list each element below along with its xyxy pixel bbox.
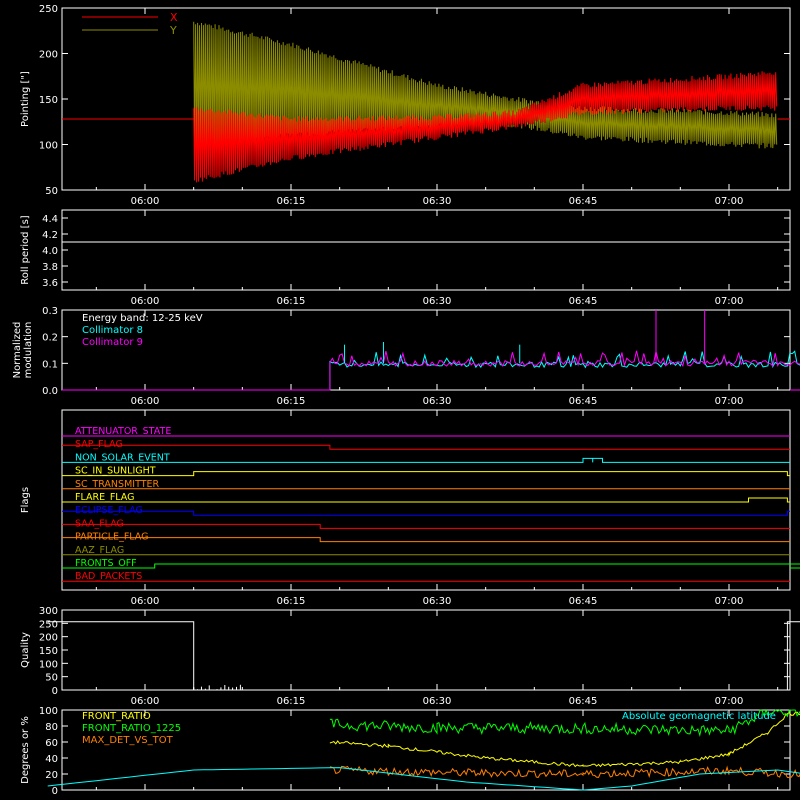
y-tick-label: 0.0	[42, 386, 58, 397]
y-tick-label: 4.0	[42, 246, 58, 257]
y-tick-label: 50	[45, 186, 58, 197]
panel-frame	[61, 209, 791, 291]
x-tick-label: 06:30	[423, 196, 452, 207]
x-tick-label: 06:00	[131, 396, 160, 407]
y-axis-label: Pointing ["]	[20, 71, 31, 127]
flag-line	[62, 444, 790, 450]
y-tick-label: 100	[39, 141, 58, 152]
x-tick-label: 06:45	[569, 296, 598, 307]
y-tick-label: 0	[52, 786, 58, 797]
x-tick-label: 07:00	[715, 296, 744, 307]
series-line	[329, 711, 800, 768]
x-tick-label: 06:15	[277, 296, 306, 307]
flag-line	[62, 471, 790, 477]
flag-line	[62, 457, 790, 463]
legend-entry: X	[170, 11, 178, 24]
flag-line	[62, 497, 790, 503]
y-axis-label: Quality	[20, 632, 31, 668]
x-tick-label: 07:00	[715, 196, 744, 207]
y-tick-label: 0	[52, 686, 58, 697]
y-tick-label: 0.1	[42, 359, 58, 370]
x-tick-label: 06:15	[277, 696, 306, 707]
series-line-x	[193, 71, 778, 183]
y-tick-label: 150	[39, 95, 58, 106]
x-tick-label: 06:45	[569, 596, 598, 607]
x-tick-label: 06:45	[569, 196, 598, 207]
x-tick-label: 06:30	[423, 696, 452, 707]
x-tick-label: 06:15	[277, 596, 306, 607]
panel-frame	[61, 309, 791, 391]
panel-frame	[61, 709, 791, 791]
y-tick-label: 50	[45, 673, 58, 684]
y-axis-label: modulation	[23, 322, 34, 379]
y-tick-label: 100	[39, 706, 58, 717]
x-tick-label: 06:00	[131, 196, 160, 207]
x-tick-label: 06:45	[569, 696, 598, 707]
legend-entry: Collimator 9	[82, 337, 143, 348]
flag-line	[62, 510, 790, 516]
y-axis-label: Normalized	[12, 322, 23, 379]
series-line	[329, 708, 800, 738]
flag-label: FRONTS_OFF	[75, 558, 137, 569]
y-tick-label: 60	[45, 738, 58, 749]
y-tick-label: 3.8	[42, 262, 58, 273]
annotation: Absolute geomagnetic latitude	[622, 711, 776, 722]
y-tick-label: 200	[39, 633, 58, 644]
series-line	[47, 621, 800, 691]
series-line-y	[193, 21, 778, 151]
x-tick-label: 07:00	[715, 596, 744, 607]
y-tick-label: 250	[39, 4, 58, 15]
y-tick-label: 300	[39, 606, 58, 617]
y-tick-label: 250	[39, 619, 58, 630]
y-axis-label: Degrees or %	[20, 716, 31, 784]
x-tick-label: 06:30	[423, 596, 452, 607]
y-tick-label: 3.6	[42, 278, 58, 289]
flag-label: ATTENUATOR_STATE	[75, 426, 171, 437]
flag-line	[62, 523, 790, 529]
y-axis-label: Roll period [s]	[20, 215, 31, 284]
y-tick-label: 20	[45, 770, 58, 781]
flag-label: SC_IN_SUNLIGHT	[75, 466, 156, 477]
legend-entry: FRONT_RATIO	[82, 711, 151, 722]
flag-label: SC_TRANSMITTER	[75, 479, 160, 490]
series-line	[47, 767, 800, 791]
x-tick-label: 06:30	[423, 396, 452, 407]
legend-entry: FRONT_RATIO_1225	[82, 723, 181, 734]
y-tick-label: 0.3	[42, 306, 58, 317]
flag-label: NON_SOLAR_EVENT	[75, 452, 170, 463]
annotation: Energy band: 12-25 keV	[82, 313, 203, 324]
series-line-collimator	[62, 350, 800, 391]
x-tick-label: 06:45	[569, 396, 598, 407]
x-tick-label: 07:00	[715, 396, 744, 407]
y-tick-label: 40	[45, 754, 58, 765]
x-tick-label: 06:00	[131, 696, 160, 707]
x-tick-label: 06:15	[277, 196, 306, 207]
flag-line	[62, 563, 800, 569]
x-tick-label: 06:30	[423, 296, 452, 307]
y-tick-label: 200	[39, 50, 58, 61]
series-line	[329, 765, 800, 779]
x-tick-label: 07:00	[715, 696, 744, 707]
panel-frame	[61, 409, 791, 591]
x-tick-label: 06:00	[131, 296, 160, 307]
flag-label: BAD_PACKETS	[75, 571, 142, 582]
legend-entry: Y	[169, 24, 177, 37]
x-tick-label: 06:15	[277, 396, 306, 407]
series-line-collimator	[62, 350, 800, 391]
y-axis-label: Flags	[20, 487, 31, 513]
y-tick-label: 4.2	[42, 230, 58, 241]
y-tick-label: 150	[39, 646, 58, 657]
legend-entry: Collimator 8	[82, 325, 143, 336]
y-tick-label: 80	[45, 722, 58, 733]
y-tick-label: 0.2	[42, 333, 58, 344]
flag-label: AAZ_FLAG	[75, 545, 124, 556]
y-tick-label: 4.4	[42, 214, 58, 225]
flag-label: FLARE_FLAG	[75, 492, 135, 503]
legend-entry: MAX_DET_VS_TOT	[82, 735, 174, 746]
x-tick-label: 06:00	[131, 596, 160, 607]
flag-line	[62, 537, 790, 543]
y-tick-label: 100	[39, 659, 58, 670]
